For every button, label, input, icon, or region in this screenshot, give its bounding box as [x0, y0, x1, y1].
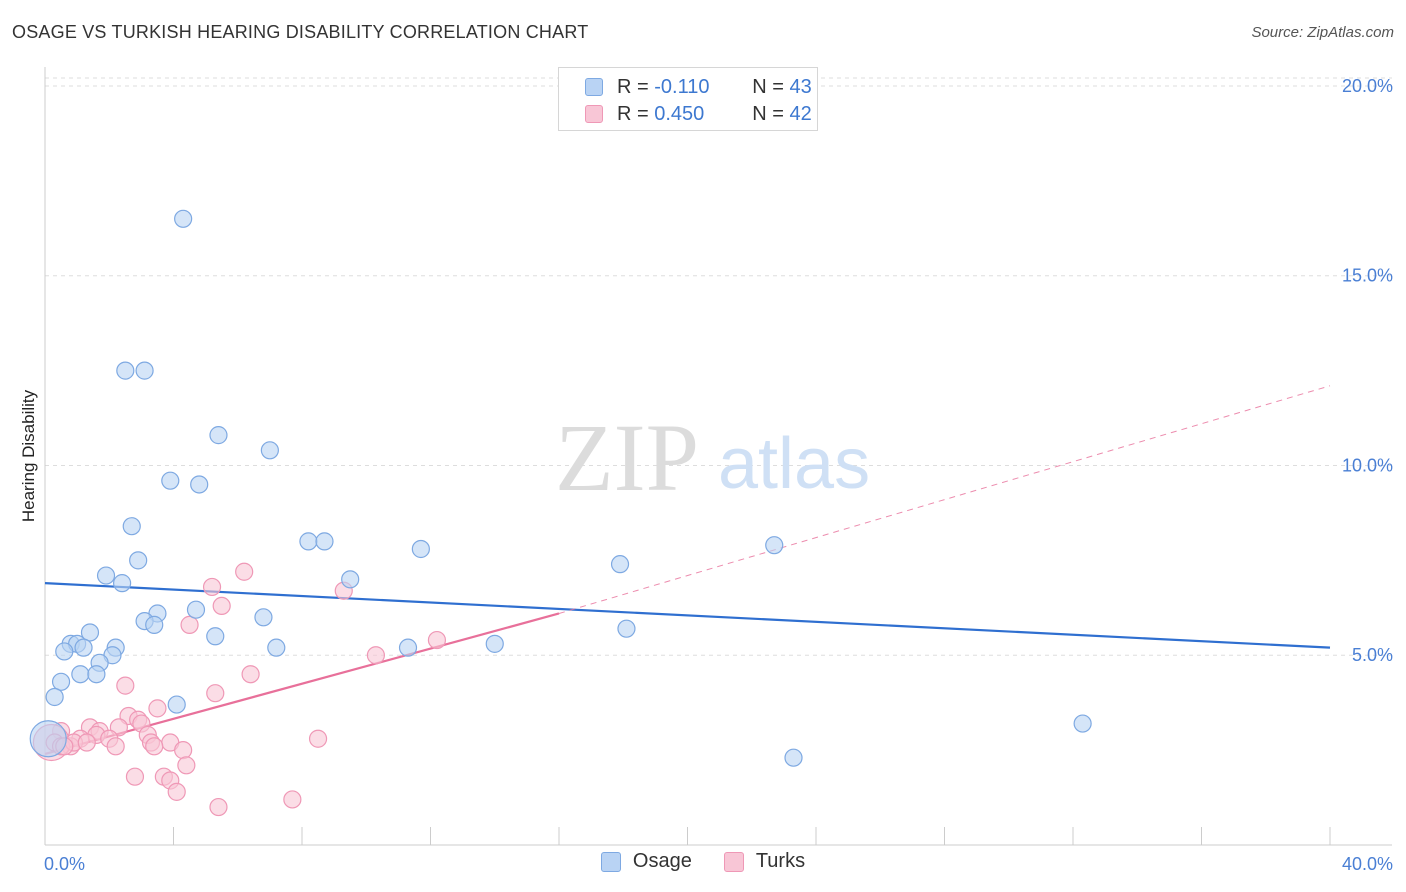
legend-r-label: R = — [617, 102, 655, 125]
correlation-legend: R = -0.110 N = 43 R = 0.450 N = 42 — [558, 67, 818, 131]
y-tick-label: 10.0% — [1342, 455, 1393, 475]
osage-legend-label: Osage — [632, 850, 692, 872]
turks-point — [167, 782, 186, 801]
y-tick-label: 5.0% — [1352, 645, 1393, 665]
osage-point — [315, 532, 334, 551]
osage-point — [45, 687, 64, 707]
osage-point — [267, 638, 286, 657]
osage-swatch — [585, 78, 603, 96]
trend-line-osage — [44, 582, 1331, 649]
turks-point — [177, 756, 196, 775]
turks-point — [212, 596, 231, 616]
osage-point — [398, 638, 418, 657]
osage-point — [206, 627, 225, 646]
turks-point — [77, 733, 96, 752]
turks-legend-label: Turks — [755, 850, 806, 872]
turks-point — [235, 562, 254, 581]
turks-point — [145, 737, 164, 756]
legend-r-value: 0.450 — [654, 102, 705, 125]
osage-point — [784, 748, 803, 767]
legend-n-value: 42 — [789, 102, 812, 125]
turks-point — [283, 790, 302, 809]
osage-point — [112, 574, 132, 593]
trend-line-extension-turks — [558, 385, 1331, 614]
legend-row-osage: R = -0.110 N = 43 — [585, 74, 812, 100]
osage-point — [765, 536, 784, 555]
osage-point — [186, 600, 206, 619]
osage-point — [122, 517, 141, 536]
osage-point — [411, 539, 430, 559]
legend-r-label: R = — [617, 75, 655, 98]
y-tick-label: 20.0% — [1342, 76, 1393, 96]
osage-point — [167, 695, 186, 714]
osage-points — [29, 209, 1092, 767]
osage-point — [610, 555, 630, 574]
osage-point — [617, 619, 636, 638]
turks-point — [106, 737, 125, 756]
y-axis-title: Hearing Disability — [19, 389, 38, 522]
turks-legend-swatch — [723, 851, 744, 872]
chart-title: OSAGE VS TURKISH HEARING DISABILITY CORR… — [12, 22, 589, 42]
osage-point — [190, 475, 209, 494]
legend-n-label: N = — [752, 102, 790, 125]
osage-point — [29, 720, 67, 758]
legend-row-turks: R = 0.450 N = 42 — [585, 101, 812, 127]
osage-point — [55, 642, 74, 661]
osage-point — [116, 361, 135, 380]
watermark-zip: ZIP — [555, 404, 699, 511]
legend-item-osage[interactable]: Osage — [600, 850, 692, 873]
osage-point — [135, 361, 154, 380]
turks-point — [202, 577, 222, 597]
osage-point — [341, 570, 360, 589]
watermark-atlas: atlas — [718, 424, 870, 504]
osage-point — [485, 634, 504, 653]
osage-point — [174, 209, 193, 228]
legend-n-value: 43 — [789, 75, 812, 98]
turks-point — [174, 741, 193, 760]
osage-legend-swatch — [600, 851, 621, 872]
source-label: Source: ZipAtlas.com — [1251, 24, 1394, 41]
turks-point — [241, 665, 260, 684]
legend-r-value: -0.110 — [654, 75, 710, 98]
turks-point — [206, 684, 225, 703]
osage-point — [71, 665, 90, 684]
x-tick-label: 40.0% — [1342, 854, 1393, 874]
turks-point — [116, 676, 135, 695]
turks-point — [209, 797, 228, 817]
osage-point — [51, 672, 71, 691]
turks-point — [180, 615, 199, 634]
trend-lines — [44, 385, 1331, 755]
trend-line-turks — [44, 612, 560, 755]
y-tick-label: 15.0% — [1342, 266, 1393, 286]
osage-point — [129, 551, 148, 570]
turks-point — [125, 767, 145, 786]
osage-point — [254, 608, 273, 627]
osage-point — [80, 623, 100, 642]
axes — [44, 67, 1392, 846]
osage-point — [209, 426, 228, 445]
turks-point — [148, 699, 167, 718]
osage-point — [145, 615, 164, 634]
watermark: ZIP atlas — [555, 404, 870, 511]
turks-point — [366, 646, 385, 665]
x-tick-label: 0.0% — [44, 854, 85, 874]
turks-point — [308, 729, 328, 748]
turks-points — [32, 562, 447, 817]
turks-swatch — [585, 105, 603, 123]
osage-point — [299, 532, 318, 551]
osage-point — [87, 665, 106, 684]
osage-point — [260, 441, 279, 460]
turks-point — [427, 630, 447, 650]
osage-point — [161, 471, 180, 490]
tick-labels: 5.0% 10.0% 15.0% 20.0% 0.0% 40.0% — [44, 76, 1393, 874]
legend-n-label: N = — [752, 75, 790, 98]
osage-point — [1073, 714, 1092, 733]
osage-point — [74, 638, 93, 657]
osage-point — [96, 566, 116, 585]
legend-item-turks[interactable]: Turks — [723, 850, 806, 873]
series-legend: Osage Turks — [0, 850, 1406, 873]
